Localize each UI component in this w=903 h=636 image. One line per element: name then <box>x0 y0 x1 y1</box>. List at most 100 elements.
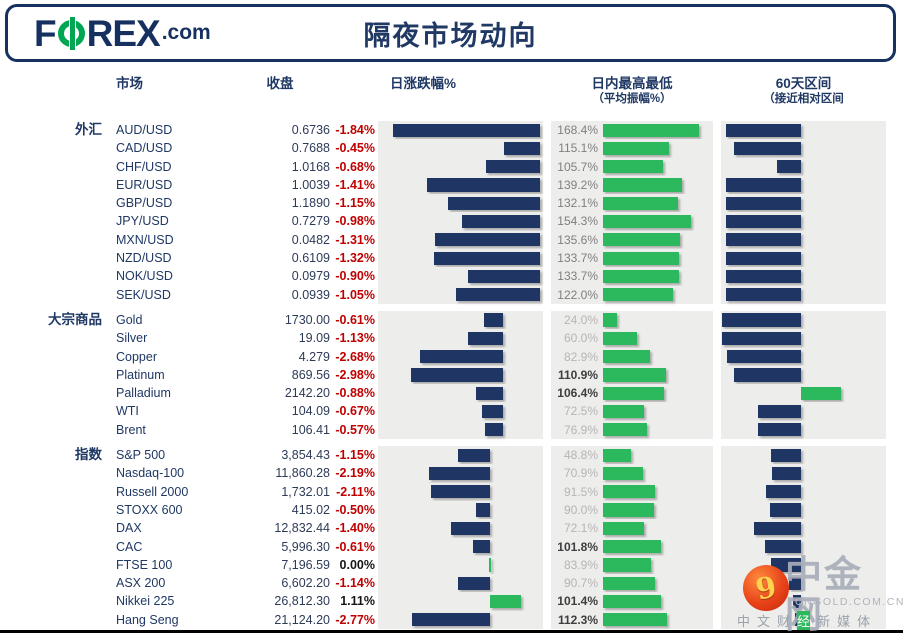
daily-change-cell <box>378 285 543 304</box>
amplitude-label: 139.2% <box>557 177 598 192</box>
change-percent: -0.50% <box>335 502 375 517</box>
amplitude-bar <box>603 521 645 535</box>
amplitude-bar <box>603 214 691 229</box>
change-percent: -0.45% <box>335 141 375 156</box>
amplitude-bar <box>603 141 669 155</box>
range60-cell <box>721 267 886 286</box>
change-percent: -2.68% <box>335 349 375 364</box>
amplitude-bar <box>603 313 617 327</box>
market-name: NZD/USD <box>116 251 172 266</box>
range60-bar <box>733 368 801 382</box>
amplitude-cell: 83.9% <box>551 555 713 575</box>
amplitude-label: 154.3% <box>557 214 598 229</box>
section-label: 指数 <box>75 447 102 463</box>
section-label <box>0 611 112 629</box>
market-name: JPY/USD <box>116 214 169 229</box>
range60-bar <box>725 178 801 192</box>
daily-change-bar <box>485 160 540 174</box>
table-row: CAD/USD 0.7688 -0.45% 115.1% <box>0 139 903 158</box>
market-name: Palladium <box>116 386 171 401</box>
change-percent: -2.77% <box>335 612 375 627</box>
daily-change-bar <box>475 386 503 400</box>
amplitude-cell: 76.9% <box>551 420 713 440</box>
daily-change-cell <box>378 194 543 213</box>
daily-change-bar <box>456 288 540 302</box>
section-label <box>0 519 112 537</box>
amplitude-label: 133.7% <box>557 269 598 284</box>
amplitude-cell: 72.1% <box>551 519 713 538</box>
section: 大宗商品 Gold 1730.00 -0.61% 24.0% Silver 19… <box>0 310 903 440</box>
daily-change-cell <box>378 610 543 630</box>
range60-cell <box>721 285 886 304</box>
bottom-rule <box>0 630 903 633</box>
close-value: 4.279 <box>298 349 330 364</box>
daily-change-cell <box>378 230 543 250</box>
range60-cell <box>721 519 886 538</box>
daily-change-bar <box>457 448 490 462</box>
col-header-intraday: 日内最高最低 （平均振幅%） <box>591 76 673 105</box>
section-label <box>0 249 112 267</box>
close-value: 0.6736 <box>291 123 330 137</box>
table-row: SEK/USD 0.0939 -1.05% 122.0% <box>0 285 903 304</box>
amplitude-label: 101.8% <box>557 539 598 554</box>
table-row: DAX 12,832.44 -1.40% 72.1% <box>0 519 903 538</box>
daily-change-cell <box>378 121 543 140</box>
watermark-tagline: 中文财经新媒体 <box>737 611 870 630</box>
amplitude-cell: 101.8% <box>551 537 713 556</box>
daily-change-cell <box>378 555 543 575</box>
amplitude-cell: 105.7% <box>551 157 713 176</box>
amplitude-bar <box>603 269 680 284</box>
daily-change-cell <box>378 329 543 348</box>
change-percent: -1.31% <box>335 232 375 247</box>
section-label <box>0 592 112 610</box>
range60-bar <box>758 423 801 437</box>
range60-cell <box>721 249 886 268</box>
amplitude-label: 115.1% <box>558 141 598 156</box>
change-percent: 1.11% <box>340 594 375 609</box>
cngold-logo-icon: 9 <box>743 565 789 611</box>
daily-change-cell <box>378 500 543 520</box>
daily-change-cell <box>378 420 543 440</box>
amplitude-label: 122.0% <box>557 287 598 302</box>
range60-bar <box>725 123 801 137</box>
section-label <box>0 501 112 519</box>
close-value: 7,196.59 <box>281 557 330 572</box>
amplitude-bar <box>603 503 655 517</box>
table-row: Brent 106.41 -0.57% 76.9% <box>0 420 903 440</box>
daily-change-bar <box>482 404 503 419</box>
logo-text-rex: REX <box>86 12 161 54</box>
amplitude-bar <box>603 123 699 137</box>
table-row: JPY/USD 0.7279 -0.98% 154.3% <box>0 212 903 231</box>
table-row: Copper 4.279 -2.68% 82.9% <box>0 347 903 366</box>
amplitude-cell: 106.4% <box>551 384 713 403</box>
forex-logo: F REX .com <box>34 15 211 52</box>
daily-change-cell <box>378 347 543 366</box>
close-value: 0.6109 <box>291 251 330 266</box>
section-label <box>0 556 112 574</box>
section-label <box>0 366 112 384</box>
amplitude-bar <box>603 233 681 247</box>
close-value: 1.1890 <box>291 196 330 211</box>
table-row: EUR/USD 1.0039 -1.41% 139.2% <box>0 175 903 195</box>
section-label: 外汇 <box>75 122 102 137</box>
change-percent: -1.40% <box>335 521 375 536</box>
daily-change-bar <box>467 331 503 345</box>
amplitude-label: 70.9% <box>563 466 598 481</box>
market-name: SEK/USD <box>116 287 171 302</box>
range60-bar <box>725 196 801 210</box>
change-percent: -0.61% <box>335 312 375 327</box>
market-name: Brent <box>116 422 146 437</box>
market-name: STOXX 600 <box>116 502 183 517</box>
daily-change-cell <box>378 574 543 593</box>
amplitude-bar <box>603 251 680 265</box>
amplitude-bar <box>603 404 645 419</box>
range60-bar <box>725 251 801 265</box>
table-row: MXN/USD 0.0482 -1.31% 135.6% <box>0 230 903 250</box>
amplitude-bar <box>603 350 651 364</box>
table-row: 指数 S&P 500 3,854.43 -1.15% 48.8% <box>0 446 903 465</box>
daily-change-cell <box>378 592 543 611</box>
amplitude-bar <box>603 448 631 462</box>
daily-change-bar <box>489 558 491 572</box>
page-title: 隔夜市场动向 <box>363 20 538 51</box>
table-row: Nasdaq-100 11,860.28 -2.19% 70.9% <box>0 464 903 483</box>
